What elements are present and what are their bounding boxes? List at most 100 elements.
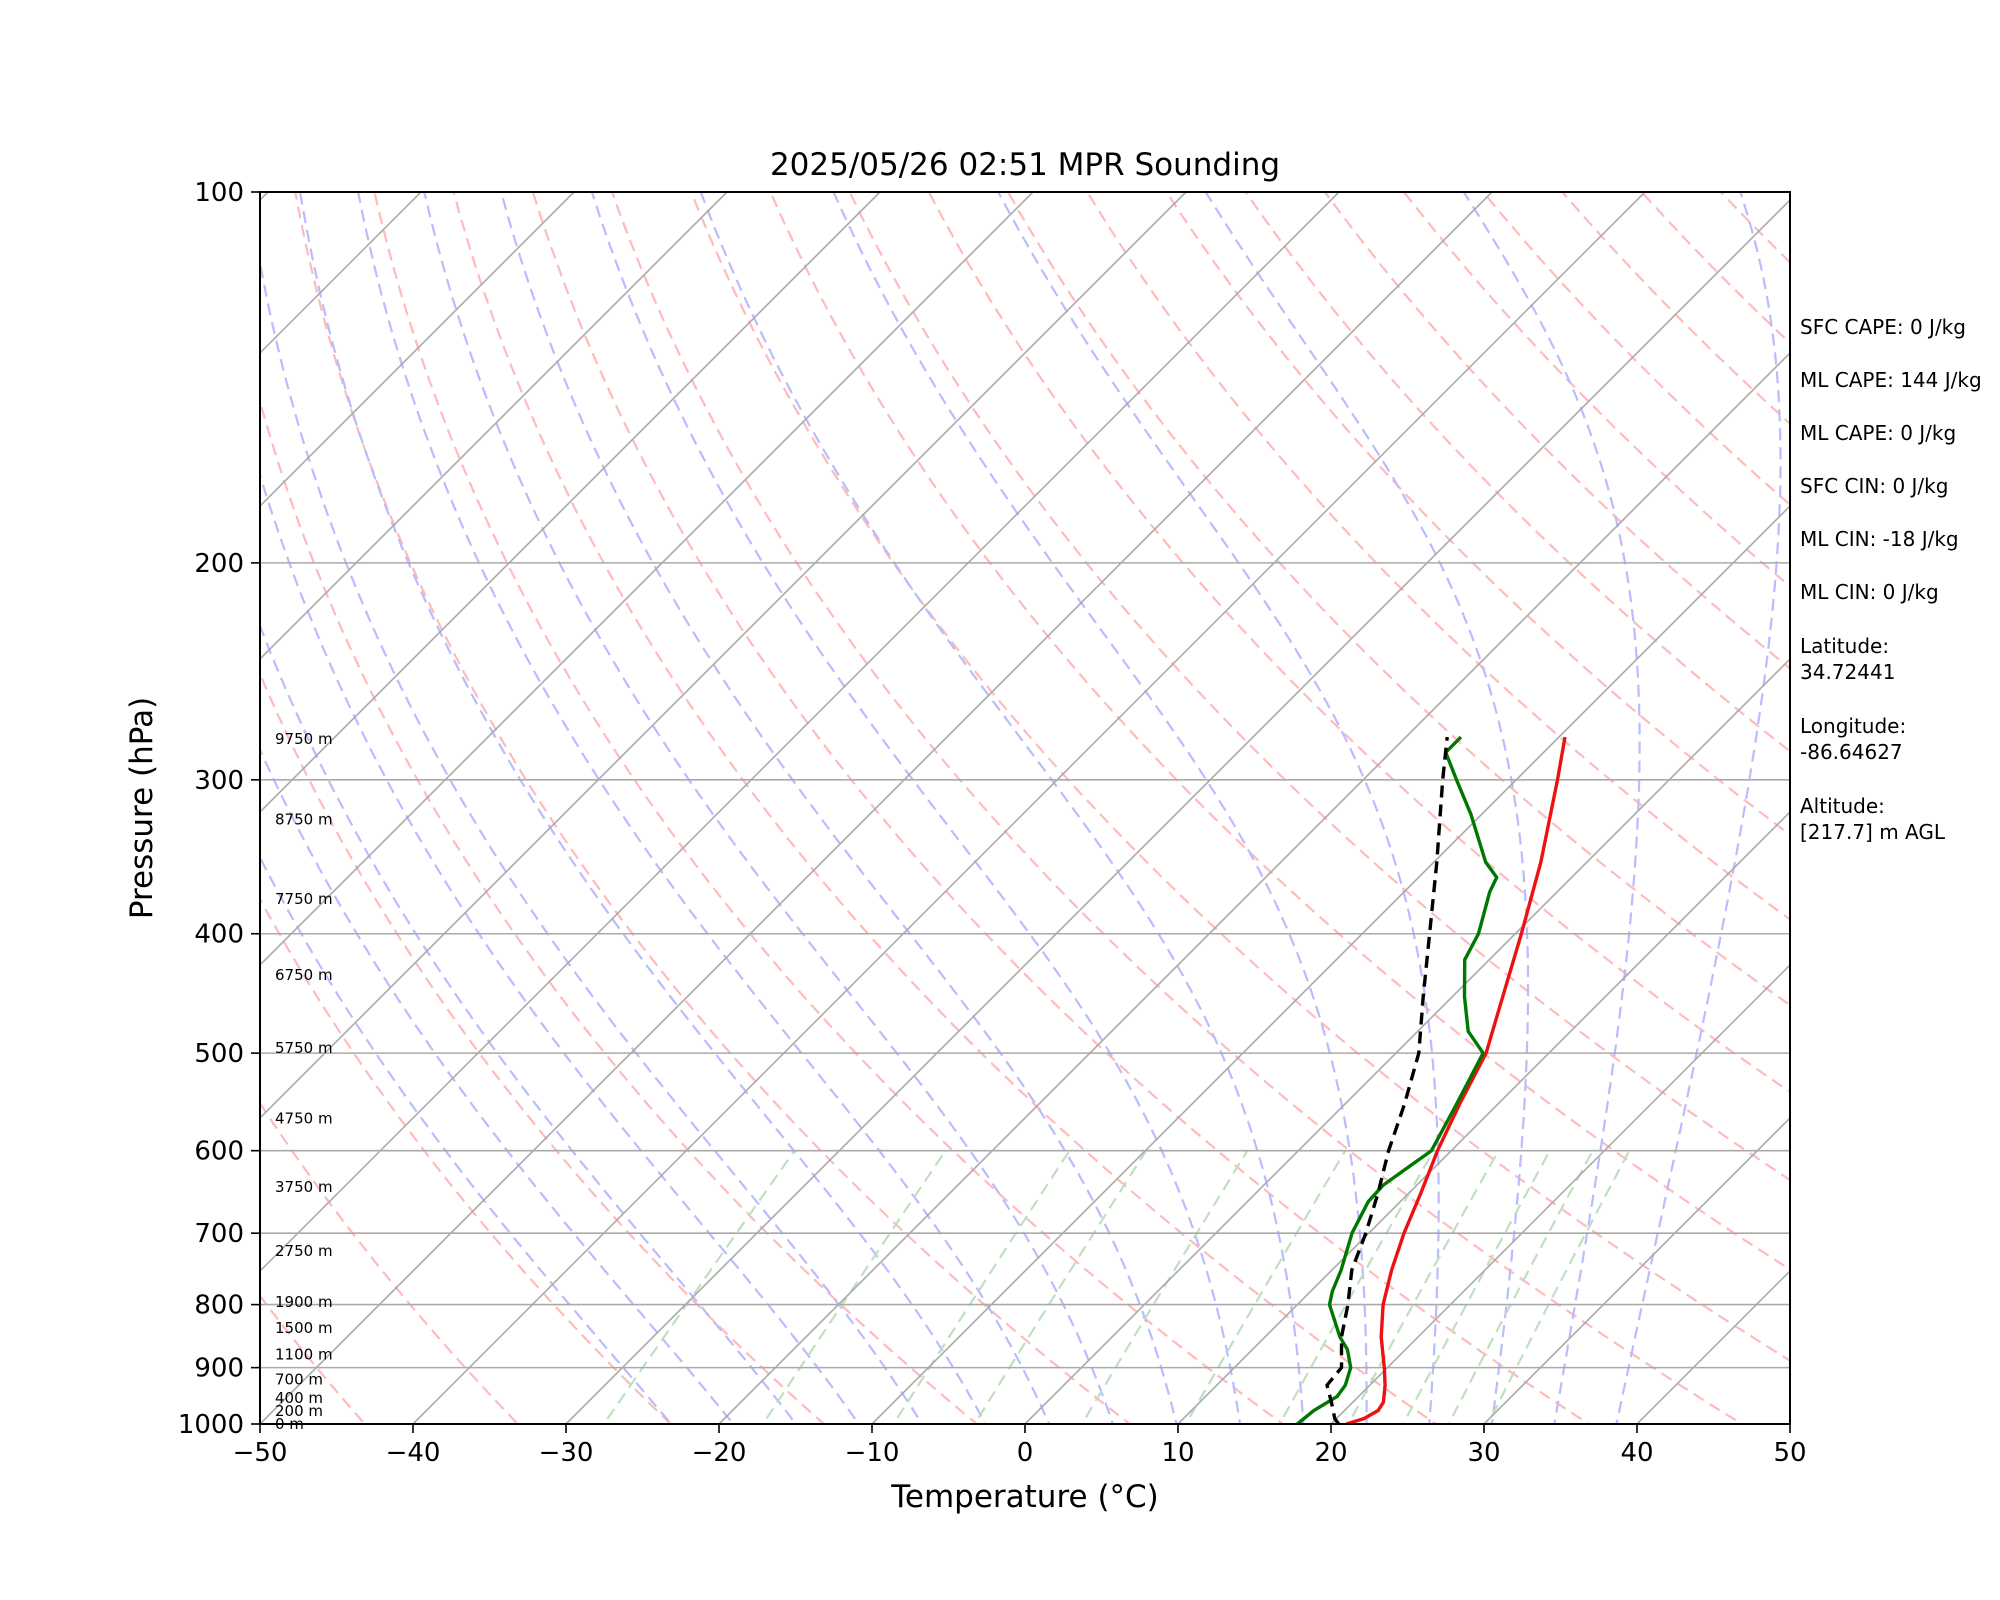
dry-adiabat-line: [452, 192, 1438, 1424]
height-label: 200 m: [275, 1402, 323, 1420]
plot-area: [260, 192, 1790, 1424]
height-label: 8750 m: [275, 810, 333, 828]
parcel-trace: [1325, 736, 1449, 1424]
ml-cin-value-2: ML CIN: 0 J/kg: [1800, 580, 1939, 604]
moist-adiabat-line: [997, 192, 1440, 1424]
moist-adiabat-line: [500, 192, 1178, 1424]
x-tick-label: 20: [1314, 1438, 1347, 1468]
dry-adiabat-line: [260, 1294, 367, 1424]
height-label: 6750 m: [275, 966, 333, 984]
moist-adiabat-line: [1462, 192, 1641, 1424]
longitude-label: Longitude:: [1800, 714, 1907, 738]
y-tick-label: 600: [194, 1137, 244, 1167]
dry-adiabat-line: [1165, 192, 1790, 837]
x-tick-label: −20: [692, 1438, 747, 1468]
isotherm-line: [260, 192, 1034, 967]
y-tick-label: 300: [194, 766, 244, 796]
altitude-block: Altitude: [217.7] m AGL: [1800, 793, 2000, 873]
y-axis-label: Pressure (hPa): [124, 697, 160, 919]
latitude-label: Latitude:: [1800, 634, 1890, 658]
isotherm-line: [260, 192, 1187, 1120]
altitude-value: [217.7] m AGL: [1800, 820, 1946, 844]
dry-adiabat-line: [260, 397, 979, 1424]
x-tick-label: 30: [1467, 1438, 1500, 1468]
isotherm-line: [718, 351, 1790, 1424]
mixing-ratio-line: [1347, 1150, 1500, 1424]
moist-adiabat-line: [699, 192, 1305, 1424]
ml-cape-value-2: ML CAPE: 0 J/kg: [1800, 421, 1957, 445]
y-tick-label: 800: [194, 1291, 244, 1321]
dewpoint-trace: [1296, 735, 1499, 1424]
x-tick-label: −10: [845, 1438, 900, 1468]
x-axis-label: Temperature (°C): [890, 1479, 1159, 1515]
dry-adiabat-line: [260, 1101, 520, 1424]
y-tick-label: 700: [194, 1219, 244, 1249]
height-label: 400 m: [275, 1389, 323, 1407]
height-label: 2750 m: [275, 1242, 333, 1260]
x-tick-label: 0: [1017, 1438, 1034, 1468]
dry-adiabat-line: [260, 896, 673, 1424]
y-tick-label: 400: [194, 920, 244, 950]
isotherm-line: [260, 192, 881, 814]
x-tick-label: 40: [1620, 1438, 1653, 1468]
height-label: 7750 m: [275, 890, 333, 908]
moist-adiabat-line: [1204, 192, 1530, 1424]
moist-adiabats: [260, 192, 1782, 1424]
height-label: 4750 m: [275, 1110, 333, 1128]
altitude-label: Altitude:: [1800, 794, 1885, 818]
moist-adiabat-line: [260, 747, 735, 1424]
latitude-value: 34.72441: [1800, 660, 1896, 684]
isotherm-line: [260, 192, 728, 661]
moist-adiabat-line: [260, 471, 861, 1424]
x-tick-label: −50: [233, 1438, 288, 1468]
sounding-traces: [1296, 735, 1567, 1424]
mixing-ratio-line: [1447, 1150, 1594, 1424]
y-tick-label: 100: [194, 178, 244, 208]
height-label: 1900 m: [275, 1293, 333, 1311]
isotherm-line: [1177, 810, 1790, 1424]
mixing-ratio-line: [1278, 1150, 1435, 1424]
isotherm-line: [412, 192, 1646, 1424]
dry-adiabat-line: [610, 192, 1744, 1424]
dry-adiabat-line: [260, 671, 826, 1424]
x-axis-ticks: −50 −40 −30 −20 −10 0 10 20 30 40 50: [233, 1424, 1807, 1468]
moist-adiabat-line: [590, 192, 1242, 1424]
isotherms: [260, 192, 1790, 1424]
isotherm-line: [1330, 963, 1790, 1424]
y-tick-label: 900: [194, 1354, 244, 1384]
isotherm-line: [260, 192, 1340, 1273]
mixing-ratio-line: [1184, 1150, 1347, 1424]
height-label: 1500 m: [275, 1319, 333, 1337]
isotherm-line: [871, 504, 1790, 1424]
mixing-ratio-line: [1486, 1150, 1631, 1424]
x-tick-label: 50: [1773, 1438, 1806, 1468]
dry-adiabat-line: [769, 192, 1790, 1271]
ml-cape-value: ML CAPE: 144 J/kg: [1800, 368, 1982, 392]
dry-adiabat-line: [1085, 192, 1790, 921]
moist-adiabat-line: [832, 192, 1368, 1424]
mixing-ratio-line: [1401, 1150, 1551, 1424]
moist-adiabat-line: [260, 256, 924, 1424]
moist-adiabat-line: [1615, 192, 1782, 1424]
dry-adiabat-line: [531, 192, 1591, 1424]
sounding-info-panel: SFC CAPE: 0 J/kg ML CAPE: 144 J/kg ML CA…: [1800, 315, 2000, 873]
mixing-ratio-line: [1080, 1150, 1249, 1424]
y-tick-label: 500: [194, 1039, 244, 1069]
moist-adiabat-line: [299, 192, 987, 1424]
ml-cin-value: ML CIN: -18 J/kg: [1800, 527, 1959, 551]
moist-adiabat-line: [423, 192, 1114, 1424]
isobars: [260, 562, 1790, 1369]
latitude-block: Latitude: 34.72441: [1800, 633, 2000, 713]
y-tick-label: 1000: [178, 1410, 244, 1440]
longitude-block: Longitude: -86.64627: [1800, 713, 2000, 793]
isotherm-line: [1024, 657, 1790, 1424]
isotherm-line: [260, 192, 575, 508]
mixing-ratio-line: [973, 1150, 1148, 1424]
dry-adiabat-line: [927, 192, 1790, 1094]
x-tick-label: 10: [1161, 1438, 1194, 1468]
sfc-cin-value: SFC CIN: 0 J/kg: [1800, 474, 1949, 498]
x-tick-label: −40: [386, 1438, 441, 1468]
dry-adiabat-line: [848, 192, 1790, 1182]
